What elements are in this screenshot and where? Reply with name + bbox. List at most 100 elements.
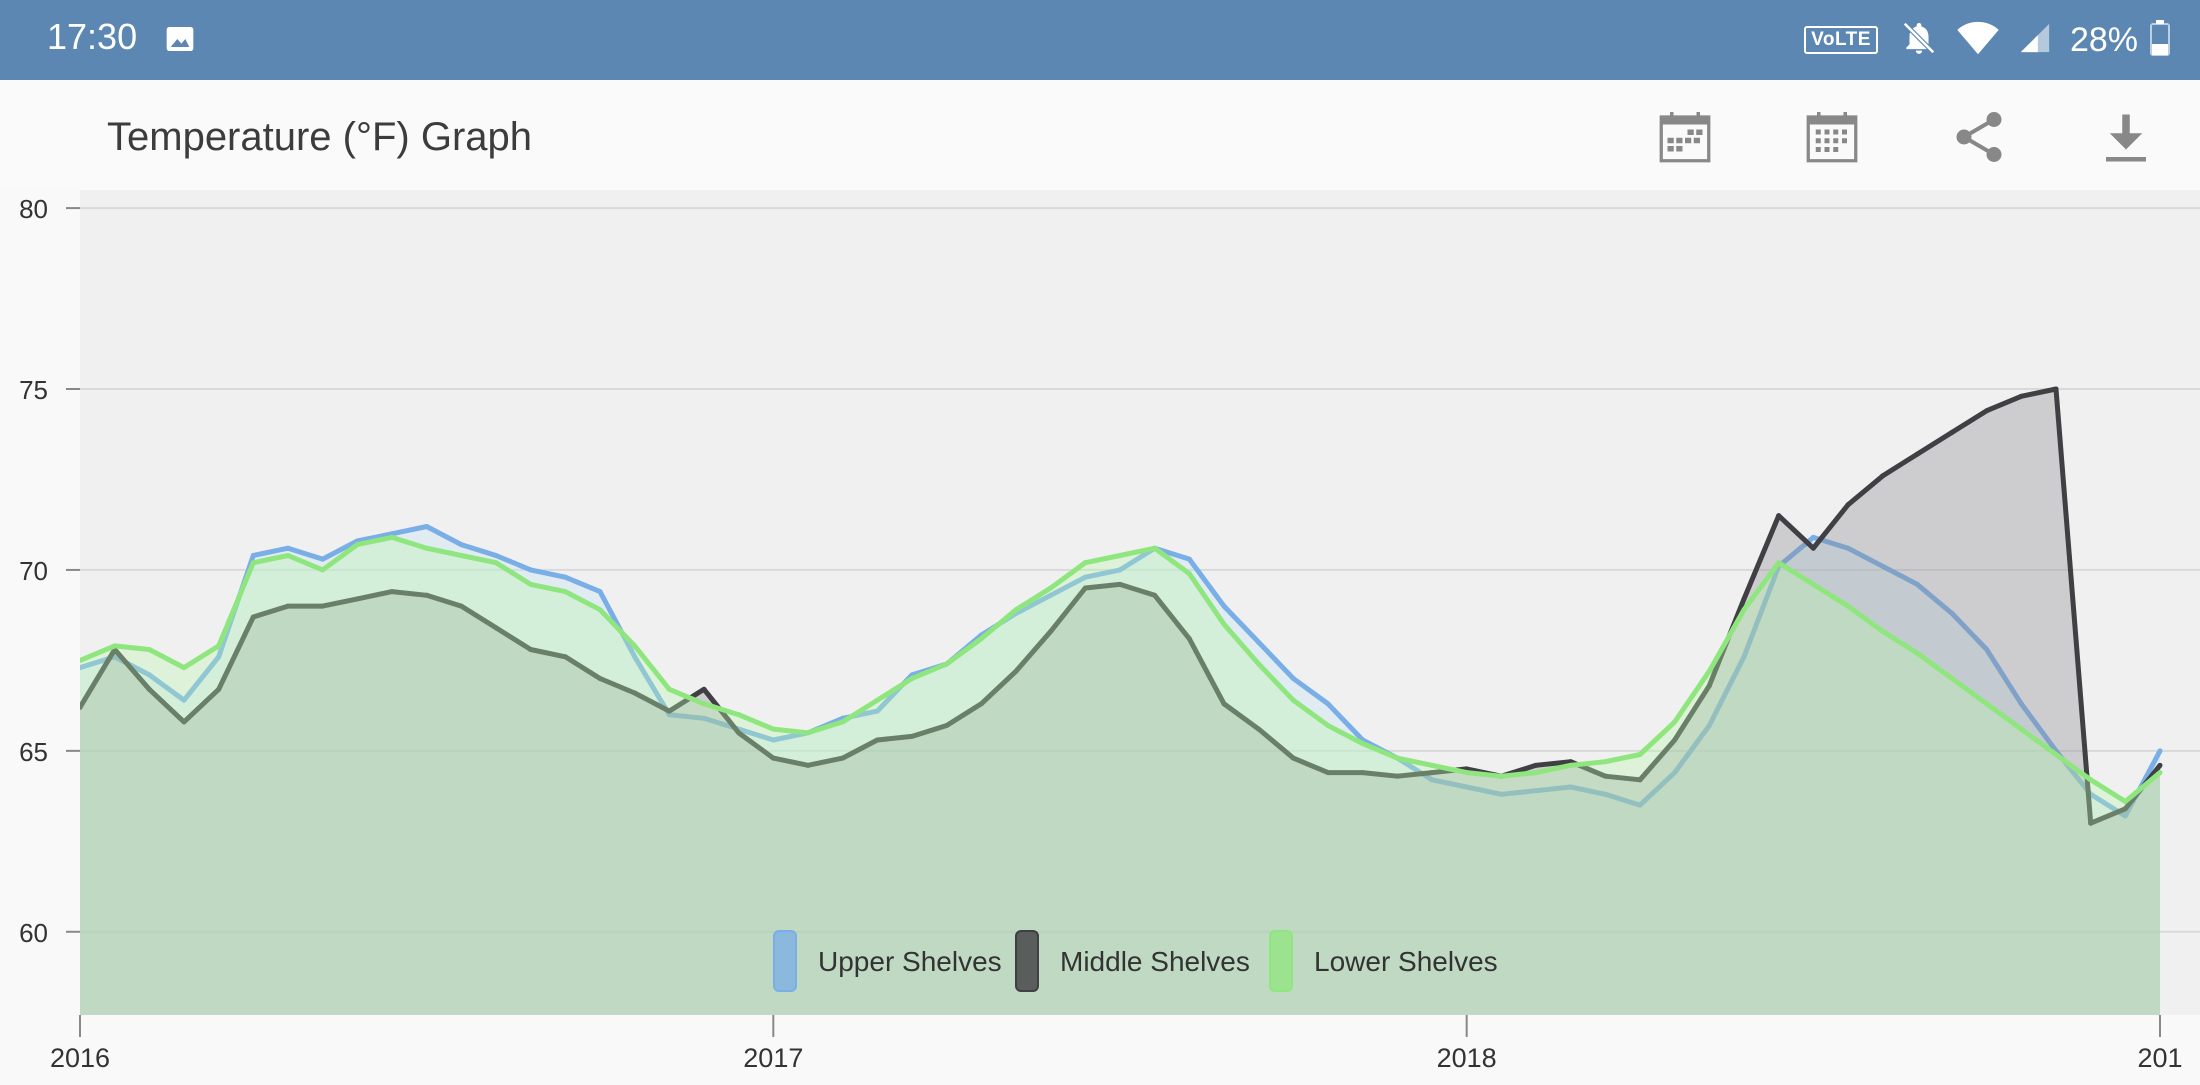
middle-shelves-point	[80, 704, 83, 710]
download-button[interactable]	[2091, 102, 2161, 172]
share-button[interactable]	[1944, 102, 2014, 172]
middle-shelves-point	[2157, 762, 2163, 768]
lower-shelves-point	[1325, 723, 1331, 729]
middle-shelves-point	[874, 737, 880, 743]
page-title: Temperature (°F) Graph	[107, 115, 533, 159]
middle-shelves-point	[736, 730, 742, 736]
notifications-off-icon	[1900, 19, 1938, 62]
lower-shelves-point	[1256, 661, 1262, 667]
middle-shelves-point	[1048, 628, 1054, 634]
lower-shelves-point	[1082, 560, 1088, 566]
upper-shelves-point	[80, 665, 83, 671]
middle-shelves-area	[80, 389, 2160, 1015]
upper-shelves-point	[1984, 647, 1990, 653]
y-tick-label: 65	[19, 737, 48, 767]
lower-shelves-point	[1048, 585, 1054, 591]
lower-shelves-point	[1117, 552, 1123, 558]
x-tick-label: 2017	[743, 1043, 803, 1073]
upper-shelves-point	[2157, 748, 2163, 754]
x-tick-label: 2016	[50, 1043, 110, 1073]
x-tick-label: 2018	[1437, 1043, 1497, 1073]
middle-shelves-point	[2053, 386, 2059, 392]
middle-shelves-point	[666, 708, 672, 714]
volte-icon: VoLTE	[1804, 26, 1878, 54]
upper-shelves-point	[1706, 723, 1712, 729]
middle-shelves-point	[1810, 545, 1816, 551]
upper-shelves-area	[80, 526, 2160, 1015]
legend-swatch-upper-shelves	[773, 930, 797, 992]
battery-icon	[2150, 19, 2170, 61]
legend-swatch-middle-shelves	[1015, 930, 1039, 992]
app-bar: Temperature (°F) Graph	[0, 80, 2200, 190]
date-range-button[interactable]	[1650, 102, 1720, 172]
y-tick-label: 75	[19, 375, 48, 405]
middle-shelves-point	[389, 589, 395, 595]
lower-shelves-point	[1013, 607, 1019, 613]
legend-label-lower-shelves: Lower Shelves	[1314, 946, 1498, 977]
status-icons: VoLTE 28%	[1804, 0, 2170, 80]
middle-shelves-point	[1429, 770, 1435, 776]
upper-shelves-point	[1498, 791, 1504, 797]
x-tick-label: 201	[2137, 1043, 2182, 1073]
middle-shelves-point	[978, 701, 984, 707]
middle-shelves-point	[2018, 393, 2024, 399]
chart-container: 60 65 70 75 80 2016 2017 2018 201 Upper Shelves Mi…	[0, 190, 2200, 1080]
lower-shelves-point	[1394, 755, 1400, 761]
upper-shelves-point	[389, 531, 395, 537]
upper-shelves-point	[1082, 574, 1088, 580]
middle-shelves-point	[562, 654, 568, 660]
lower-shelves-point	[112, 643, 118, 649]
lower-shelves-point	[805, 730, 811, 736]
middle-shelves-point	[1360, 770, 1366, 776]
lower-shelves-point	[632, 643, 638, 649]
upper-shelves-point	[528, 567, 534, 573]
temperature-chart: 60 65 70 75 80 2016 2017 2018 201 Upper Shelves Mi…	[19, 190, 2200, 1073]
middle-shelves-point	[840, 755, 846, 761]
upper-shelves-point	[181, 697, 187, 703]
middle-shelves-point	[1152, 592, 1158, 598]
upper-shelves-point	[597, 589, 603, 595]
upper-shelves-point	[1810, 534, 1816, 540]
upper-shelves-point	[562, 574, 568, 580]
lower-shelves-point	[2157, 770, 2163, 776]
upper-shelves-point	[458, 542, 464, 548]
status-bar: 17:30 VoLTE 28%	[0, 0, 2200, 80]
middle-shelves-point	[1082, 585, 1088, 591]
upper-shelves-point	[701, 715, 707, 721]
lower-shelves-point	[1221, 621, 1227, 627]
upper-shelves-point	[1845, 545, 1851, 551]
upper-shelves-point	[1741, 654, 1747, 660]
lower-shelves-point	[1914, 650, 1920, 656]
upper-shelves-point	[1117, 567, 1123, 573]
middle-shelves-point	[1914, 451, 1920, 457]
middle-shelves-point	[1706, 683, 1712, 689]
series-group	[80, 386, 2163, 1015]
middle-shelves-point	[1533, 762, 1539, 768]
lower-shelves-point	[666, 686, 672, 692]
middle-shelves-point	[1221, 701, 1227, 707]
upper-shelves-point	[874, 708, 880, 714]
middle-shelves-point	[597, 675, 603, 681]
upper-shelves-point	[285, 545, 291, 551]
middle-shelves-point	[1186, 636, 1192, 642]
status-time: 17:30	[47, 16, 138, 57]
middle-shelves-point	[1602, 773, 1608, 779]
upper-shelves-point	[1533, 788, 1539, 794]
calendar-button[interactable]	[1797, 102, 1867, 172]
lower-shelves-point	[80, 657, 83, 663]
calendar-range-icon	[1659, 112, 1711, 163]
middle-shelves-point	[1394, 773, 1400, 779]
lower-shelves-point	[1984, 701, 1990, 707]
upper-shelves-point	[424, 524, 430, 530]
lower-shelves-point	[493, 560, 499, 566]
lower-shelves-point	[2018, 726, 2024, 732]
middle-shelves-point	[632, 690, 638, 696]
upper-shelves-point	[1602, 791, 1608, 797]
lower-shelves-point	[1741, 607, 1747, 613]
upper-shelves-point	[1048, 592, 1054, 598]
middle-shelves-point	[1117, 581, 1123, 587]
lower-shelves-point	[978, 636, 984, 642]
middle-shelves-point	[181, 719, 187, 725]
share-icon	[1956, 112, 2002, 162]
middle-shelves-point	[1776, 513, 1782, 519]
